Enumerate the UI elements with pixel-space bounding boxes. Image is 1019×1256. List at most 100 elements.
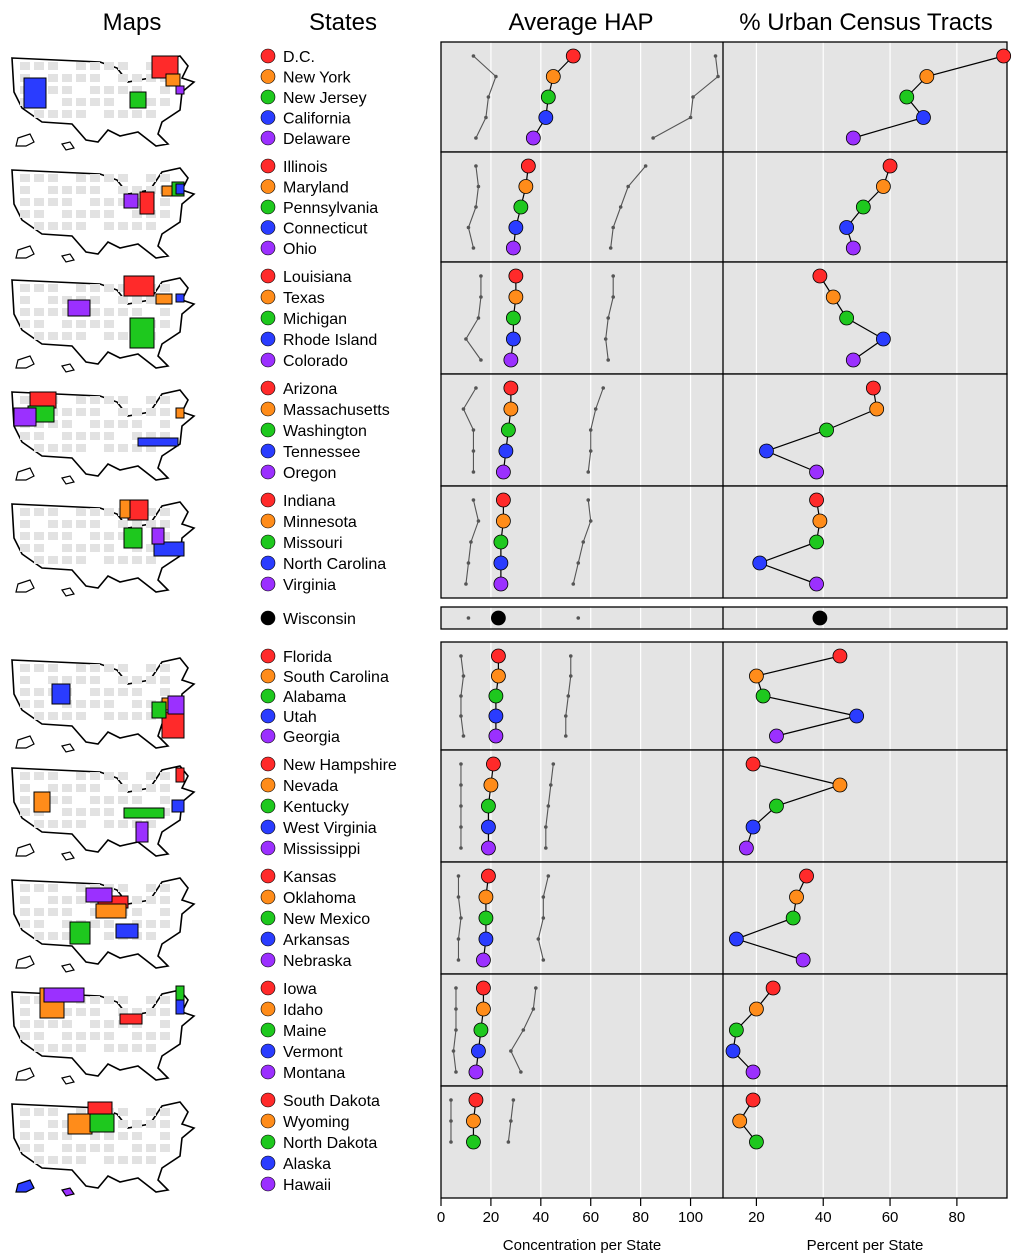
neighbor-state [146, 408, 156, 416]
neighbor-state [160, 688, 170, 696]
neighbor-state [34, 222, 44, 230]
neighbor-state [20, 198, 30, 206]
hap-median-point [493, 534, 509, 550]
us-micromap [11, 877, 196, 973]
urban-point [899, 89, 915, 105]
hap-median-point [481, 798, 496, 814]
neighbor-state [132, 296, 142, 304]
highlighted-state [137, 437, 179, 447]
neighbor-state [146, 544, 156, 552]
hap-median-point [565, 48, 581, 64]
neighbor-state [90, 210, 100, 218]
neighbor-state [146, 520, 156, 528]
highlighted-state [33, 791, 51, 813]
hap-upper-point [586, 498, 591, 502]
neighbor-state [160, 1144, 170, 1152]
hap-lower-point [476, 519, 481, 523]
urban-point [755, 688, 771, 704]
neighbor-state [118, 820, 128, 828]
neighbor-state [160, 284, 170, 292]
hap-upper-point [521, 1028, 526, 1032]
hap-lower-point [466, 561, 471, 565]
neighbor-state [90, 676, 100, 684]
hap-lower-point [471, 246, 476, 250]
hap-upper-point [568, 654, 573, 658]
hap-median-point [471, 1043, 486, 1059]
neighbor-state [160, 396, 170, 404]
highlighted-state [85, 887, 113, 903]
legend-dot [260, 777, 276, 793]
state-label: South Carolina [283, 669, 389, 686]
hap-upper-point [611, 295, 615, 299]
legend-dot [260, 931, 276, 947]
neighbor-state [34, 444, 44, 452]
urban-point [875, 331, 891, 347]
urban-point [749, 1001, 764, 1017]
legend-dot [260, 220, 276, 235]
legend-dot [260, 199, 276, 215]
hawaii-outline [61, 475, 75, 485]
neighbor-state [76, 784, 86, 792]
neighbor-state [132, 210, 142, 218]
neighbor-state [146, 98, 156, 106]
neighbor-state [48, 62, 58, 70]
hap-lower-point [474, 164, 478, 168]
hap-lower-point [494, 74, 498, 79]
urban-point [785, 910, 801, 926]
neighbor-state [76, 284, 86, 292]
neighbor-state [132, 688, 142, 696]
neighbor-state [20, 808, 30, 816]
urban-point [745, 1092, 761, 1108]
panel-border [440, 1085, 1008, 1199]
neighbor-state [62, 932, 72, 940]
legend-dot [260, 952, 276, 968]
neighbor-state [20, 700, 30, 708]
state-label: Maine [283, 1023, 327, 1040]
hap-median-point [505, 240, 521, 256]
us-micromap [11, 389, 196, 485]
neighbor-state [90, 796, 100, 804]
urban-panel-bg [723, 486, 1007, 598]
hap-upper-point [588, 449, 593, 453]
hap-panel-bg [441, 642, 723, 750]
highlighted-state [13, 407, 37, 427]
hap-upper-point [593, 407, 598, 411]
highlighted-state [89, 1113, 115, 1133]
urban-point [789, 889, 804, 905]
neighbor-state [146, 1144, 156, 1152]
hap-lower-point [459, 825, 463, 829]
neighbor-state [118, 996, 128, 1004]
hap-lower-point [454, 1028, 458, 1032]
state-label: North Carolina [283, 556, 386, 573]
urban-point [809, 464, 824, 480]
hap-tick-label: 100 [678, 1209, 703, 1226]
neighbor-state [90, 284, 100, 292]
legend-dot [260, 240, 276, 256]
hawaii-outline [61, 963, 75, 973]
neighbor-state [104, 110, 114, 118]
legend-dot [260, 443, 276, 459]
hap-panel-bg [441, 262, 723, 374]
hap-median-point [493, 576, 509, 592]
hap-upper-point [568, 674, 573, 678]
urban-point [812, 513, 828, 529]
urban-point [819, 422, 834, 438]
neighbor-state [48, 664, 58, 672]
neighbor-state [160, 420, 170, 428]
neighbor-state [34, 432, 44, 440]
neighbor-state [146, 1156, 156, 1164]
neighbor-state [104, 396, 114, 404]
neighbor-state [34, 544, 44, 552]
hap-upper-point [606, 358, 611, 362]
neighbor-state [132, 1144, 142, 1152]
neighbor-state [48, 932, 58, 940]
neighbor-state [118, 420, 128, 428]
legend-dot [260, 648, 276, 664]
neighbor-state [104, 174, 114, 182]
neighbor-state [118, 396, 128, 404]
neighbor-state [132, 784, 142, 792]
neighbor-state [146, 110, 156, 118]
urban-point [738, 840, 754, 856]
state-label: Texas [283, 290, 325, 307]
urban-point [752, 555, 768, 571]
